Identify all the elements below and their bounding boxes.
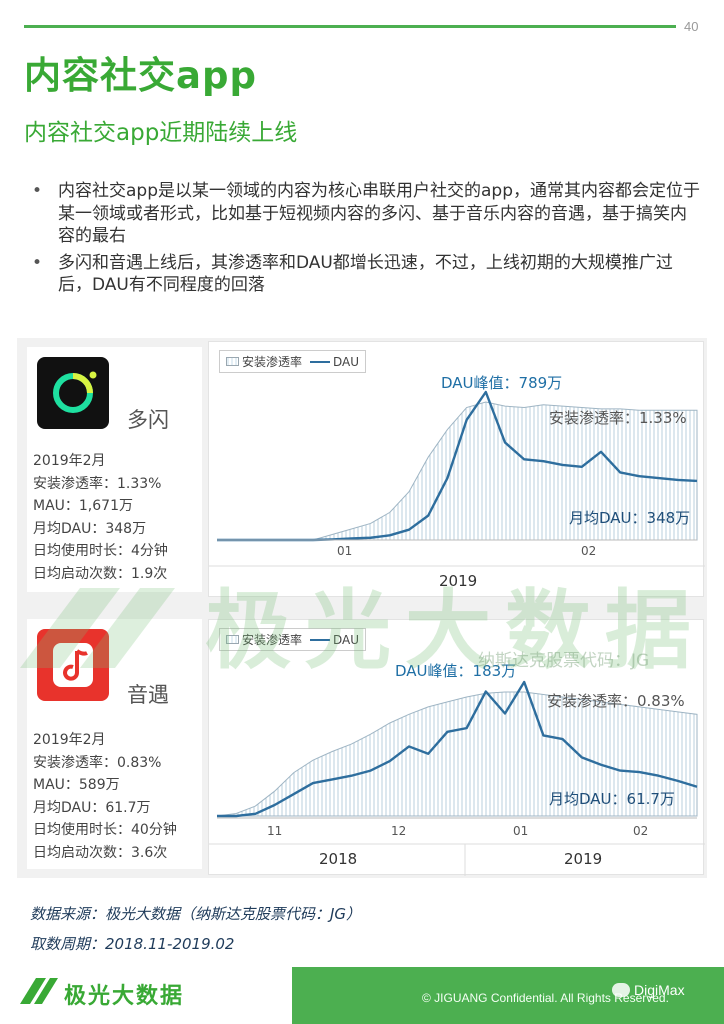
watermark-brand: 极光大数据 <box>205 581 705 681</box>
stat-line: 日均使用时长：40分钟 <box>33 822 177 839</box>
penetration-label: 安装渗透率：1.33% <box>549 409 687 427</box>
x-year-label: 2019 <box>439 572 478 590</box>
x-tick: 11 <box>267 824 283 838</box>
penetration-label: 安装渗透率：0.83% <box>547 692 685 710</box>
yinyu-chart: 安装渗透率 DAU DAU峰值：183万 安装渗透率：0.83% 月均DAU：6… <box>208 619 705 876</box>
legend-label: 安装渗透率 <box>242 355 303 369</box>
wechat-icon <box>612 983 630 997</box>
footer-band <box>292 967 724 1024</box>
legend-label: DAU <box>333 354 360 369</box>
stat-line: 月均DAU：348万 <box>33 520 147 537</box>
watermark-logo <box>10 568 180 682</box>
monthly-avg-dau-label: 月均DAU：61.7万 <box>549 790 675 808</box>
stat-line: MAU：589万 <box>33 777 120 794</box>
penetration-area <box>216 691 698 817</box>
legend-swatch-line <box>310 360 331 363</box>
duoshan-chart: 安装渗透率 DAU DAU峰值：789万 安装渗透率：1.33% 月均DAU：3… <box>208 341 705 597</box>
channel-name: DigiMax <box>634 982 685 998</box>
page-title: 内容社交app <box>24 54 257 97</box>
footer-brand: 极光大数据 <box>64 984 185 1009</box>
footer-confidential: © JIGUANG Confidential. All Rights Reser… <box>422 991 669 1005</box>
legend-swatch-line <box>310 638 331 641</box>
x-tick: 01 <box>513 824 529 838</box>
app-name: 音遇 <box>127 683 169 707</box>
stat-line: 日均使用时长：4分钟 <box>33 543 168 560</box>
bullet-list: 内容社交app是以某一领域的内容为核心串联用户社交的app，通常其内容都会定位于… <box>30 180 700 301</box>
source-line: 数据来源：极光大数据（纳斯达克股票代码：JG） <box>30 905 362 923</box>
bullet-item: 内容社交app是以某一领域的内容为核心串联用户社交的app，通常其内容都会定位于… <box>30 180 700 248</box>
watermark-ticker: 纳斯达克股票代码：JG <box>478 651 650 671</box>
stat-line: 日均启动次数：1.9次 <box>33 565 168 582</box>
chart-legend: 安装渗透率 DAU <box>219 350 367 373</box>
yinyu-card: 音遇 2019年2月 安装渗透率：0.83% MAU：589万 月均DAU：61… <box>27 619 202 869</box>
stat-line: 日均启动次数：3.6次 <box>33 844 168 861</box>
stat-line: 月均DAU：61.7万 <box>33 799 151 816</box>
stat-line: 2019年2月 <box>33 453 106 469</box>
x-year-label: 2019 <box>564 850 603 868</box>
legend-label: DAU <box>333 632 360 647</box>
stat-line: 安装渗透率：0.83% <box>33 754 162 771</box>
legend-label: 安装渗透率 <box>242 633 303 647</box>
chart-legend: 安装渗透率 DAU <box>219 628 367 651</box>
dau-line <box>217 680 698 818</box>
yinyu-app-icon <box>37 629 109 701</box>
page-subtitle: 内容社交app近期陆续上线 <box>24 120 298 146</box>
dau-peak-label: DAU峰值：183万 <box>395 662 517 680</box>
x-tick: 12 <box>391 824 407 838</box>
x-tick: 01 <box>337 544 353 558</box>
legend-swatch-area <box>226 357 239 366</box>
duoshan-chart-plot <box>209 390 705 567</box>
stat-line: 安装渗透率：1.33% <box>33 475 162 492</box>
stat-line: MAU：1,671万 <box>33 498 133 515</box>
app-name: 多闪 <box>127 408 169 432</box>
period-line: 取数周期：2018.11-2019.02 <box>30 935 235 953</box>
bullet-item: 多闪和音遇上线后，其渗透率和DAU都增长迅速，不过，上线初期的大规模推广过后，D… <box>30 252 700 297</box>
monthly-avg-dau-label: 月均DAU：348万 <box>569 509 691 527</box>
legend-swatch-area <box>226 635 239 644</box>
yinyu-chart-plot <box>209 680 705 876</box>
app-stats: 2019年2月 安装渗透率：1.33% MAU：1,671万 月均DAU：348… <box>33 450 168 586</box>
dau-peak-label: DAU峰值：789万 <box>441 374 563 392</box>
duoshan-card: 多闪 2019年2月 安装渗透率：1.33% MAU：1,671万 月均DAU：… <box>27 347 202 592</box>
x-year-label: 2018 <box>319 850 358 868</box>
duoshan-app-icon <box>37 357 109 429</box>
page-number: 40 <box>684 19 699 34</box>
stat-line: 2019年2月 <box>33 732 106 748</box>
footer-logo-icon <box>18 974 58 1012</box>
channel-badge: DigiMax <box>612 982 685 998</box>
x-tick: 02 <box>581 544 597 558</box>
top-rule <box>24 25 676 28</box>
x-tick: 02 <box>633 824 649 838</box>
app-stats: 2019年2月 安装渗透率：0.83% MAU：589万 月均DAU：61.7万… <box>33 729 177 865</box>
